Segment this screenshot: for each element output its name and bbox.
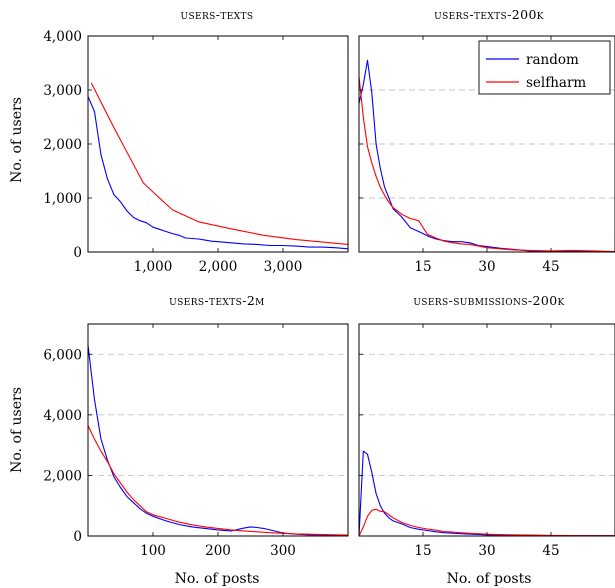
panel-users-texts: 1,000 2,000 3,000 0 1,000 2,000 3,000 4,000 <box>43 29 349 275</box>
legend: random selfharm <box>478 40 611 95</box>
series-selfharm-line <box>88 425 348 536</box>
x-tick-label: 2,000 <box>199 259 238 275</box>
y-tick-label: 2,000 <box>43 137 82 153</box>
x-tick-label: 45 <box>542 543 559 559</box>
series-selfharm-line <box>359 76 615 252</box>
y-tick-label: 3,000 <box>43 83 82 99</box>
x-tick-label: 3,000 <box>264 259 303 275</box>
y-tick-label: 0 <box>73 245 82 261</box>
series-selfharm-line <box>90 82 348 245</box>
x-tick-label: 15 <box>414 543 431 559</box>
y-axis-label-bottom: No. of users <box>9 387 25 473</box>
panel-title-users-texts-200k: users-texts-200k <box>434 7 544 22</box>
series-random-line <box>359 450 615 536</box>
x-axis-label-right: No. of posts <box>447 571 532 587</box>
y-tick-label: 4,000 <box>43 29 82 45</box>
y-tick-label: 4,000 <box>43 408 82 424</box>
x-tick-label: 300 <box>270 543 296 559</box>
x-tick-label: 30 <box>478 259 495 275</box>
x-tick-label: 30 <box>478 543 495 559</box>
series-random-line <box>88 345 348 536</box>
plot-frame <box>87 323 349 537</box>
x-tick-label: 1,000 <box>134 259 173 275</box>
plot-frame <box>87 35 349 253</box>
x-tick-label: 100 <box>140 543 166 559</box>
panel-users-texts-2m: 100 200 300 0 2,000 4,000 6,000 <box>43 323 349 559</box>
panel-title-users-submissions-200k: users-submissions-200k <box>413 293 564 308</box>
panel-title-users-texts: users-texts <box>180 7 253 22</box>
series-selfharm-line <box>359 508 615 536</box>
panel-title-users-texts-2m: users-texts-2m <box>169 293 265 308</box>
legend-label-selfharm: selfharm <box>526 75 586 91</box>
legend-label-random: random <box>526 52 579 68</box>
series-random-line <box>88 96 348 250</box>
y-tick-label: 6,000 <box>43 347 82 363</box>
y-tick-label: 0 <box>73 529 82 545</box>
x-tick-label: 200 <box>205 543 231 559</box>
y-axis-label-top: No. of users <box>9 97 25 183</box>
panel-users-submissions-200k: 15 30 45 <box>358 323 615 559</box>
x-tick-label: 15 <box>414 259 431 275</box>
y-tick-label: 2,000 <box>43 468 82 484</box>
x-axis-label-left: No. of posts <box>175 571 260 587</box>
legend-box <box>478 40 611 95</box>
x-tick-label: 45 <box>542 259 559 275</box>
plot-frame <box>358 323 615 537</box>
y-tick-label: 1,000 <box>43 191 82 207</box>
